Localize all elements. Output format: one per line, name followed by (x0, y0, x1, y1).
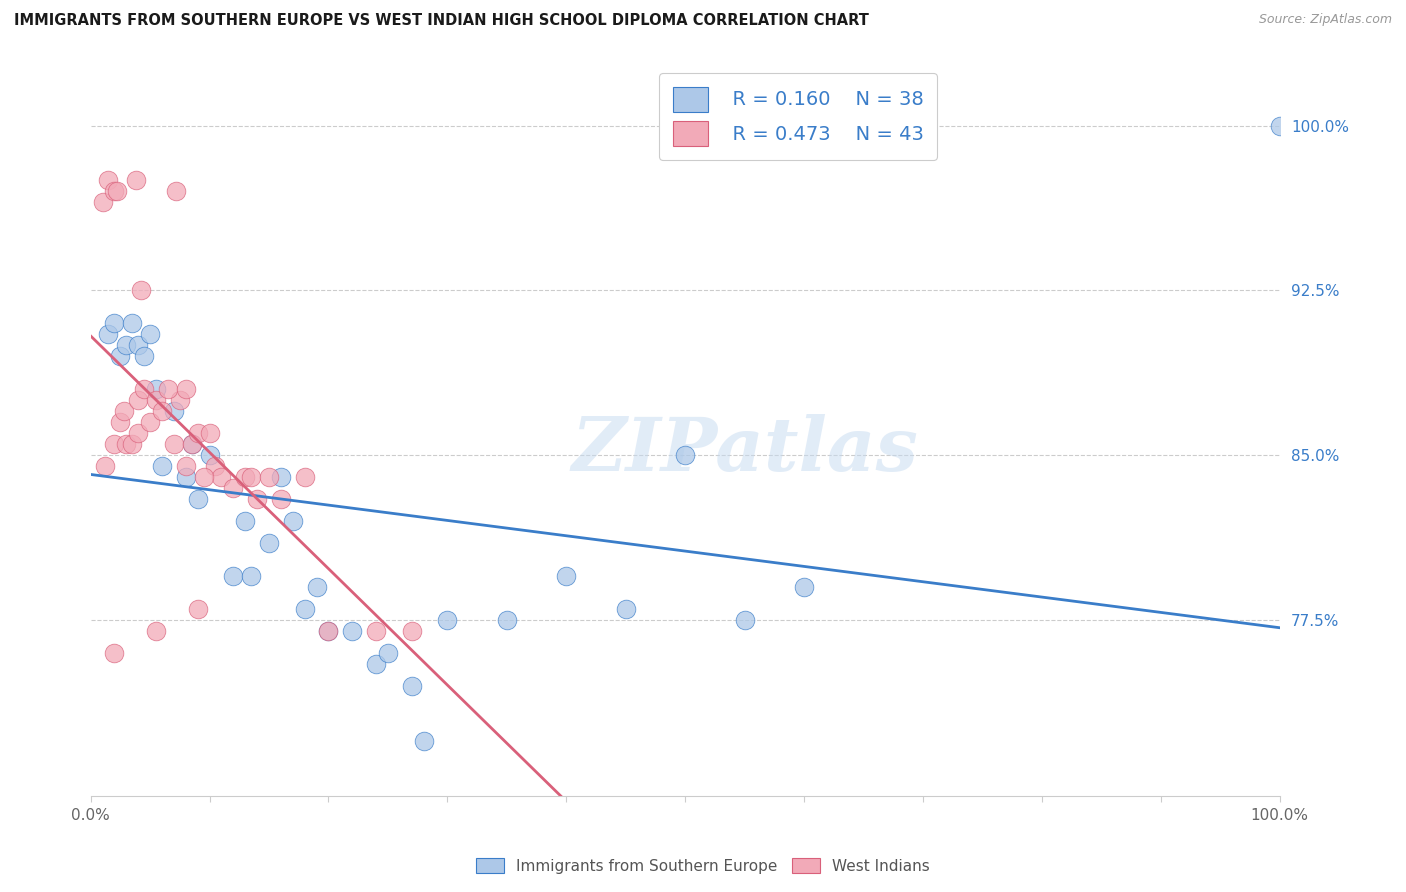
Point (163, 404, 186, 418)
Point (97, 173, 120, 187)
Point (145, 393, 167, 408)
Point (187, 426, 209, 441)
Point (412, 734, 434, 748)
Point (110, 415, 132, 429)
Point (180, 437, 202, 451)
Point (115, 338, 138, 352)
Point (401, 624, 423, 639)
Point (246, 492, 269, 507)
Point (364, 657, 387, 671)
Point (127, 393, 149, 408)
Point (103, 437, 125, 451)
Point (121, 437, 143, 451)
Point (1268, 119, 1291, 133)
Point (240, 569, 263, 583)
Legend: Immigrants from Southern Europe, West Indians: Immigrants from Southern Europe, West In… (470, 852, 936, 880)
Point (121, 317, 143, 331)
Point (174, 382, 197, 396)
Point (165, 185, 187, 199)
Point (150, 404, 173, 418)
Point (127, 338, 149, 352)
Point (110, 349, 132, 363)
Point (134, 382, 156, 396)
Point (436, 613, 458, 627)
Point (134, 349, 156, 363)
Point (233, 470, 256, 484)
Point (614, 602, 637, 616)
Point (187, 602, 209, 616)
Point (169, 393, 191, 408)
Point (401, 679, 423, 693)
Legend:   R = 0.160    N = 38,   R = 0.473    N = 43: R = 0.160 N = 38, R = 0.473 N = 43 (659, 73, 936, 160)
Point (294, 602, 316, 616)
Point (281, 514, 304, 528)
Point (852, 800, 875, 814)
Point (734, 613, 756, 627)
Point (495, 613, 517, 627)
Point (305, 580, 328, 594)
Point (150, 459, 173, 474)
Point (222, 569, 245, 583)
Point (294, 470, 316, 484)
Point (145, 382, 167, 396)
Point (318, 624, 340, 639)
Point (125, 173, 148, 187)
Point (103, 185, 125, 199)
Point (240, 470, 263, 484)
Point (257, 536, 280, 550)
Point (174, 470, 197, 484)
Point (163, 437, 186, 451)
Point (145, 624, 167, 639)
Point (198, 426, 221, 441)
Point (180, 437, 202, 451)
Point (115, 437, 138, 451)
Point (103, 646, 125, 660)
Point (187, 492, 209, 507)
Point (198, 448, 221, 462)
Point (97, 327, 120, 342)
Point (318, 624, 340, 639)
Point (364, 624, 387, 639)
Text: IMMIGRANTS FROM SOUTHERN EUROPE VS WEST INDIAN HIGH SCHOOL DIPLOMA CORRELATION C: IMMIGRANTS FROM SOUTHERN EUROPE VS WEST … (14, 13, 869, 29)
Point (257, 470, 280, 484)
Point (270, 470, 292, 484)
Point (673, 448, 696, 462)
Point (377, 646, 399, 660)
Point (174, 459, 197, 474)
Point (193, 470, 215, 484)
Point (555, 569, 578, 583)
Text: ZIPatlas: ZIPatlas (571, 414, 918, 486)
Point (793, 580, 815, 594)
Point (94, 459, 117, 474)
Point (204, 459, 226, 474)
Point (139, 327, 162, 342)
Point (342, 624, 364, 639)
Point (129, 284, 152, 298)
Point (139, 415, 162, 429)
Point (222, 481, 245, 495)
Point (156, 382, 179, 396)
Point (91, 195, 114, 210)
Point (103, 317, 125, 331)
Point (209, 470, 232, 484)
Point (270, 492, 292, 507)
Point (127, 426, 149, 441)
Point (105, 185, 128, 199)
Point (112, 404, 135, 418)
Text: Source: ZipAtlas.com: Source: ZipAtlas.com (1258, 13, 1392, 27)
Point (233, 514, 256, 528)
